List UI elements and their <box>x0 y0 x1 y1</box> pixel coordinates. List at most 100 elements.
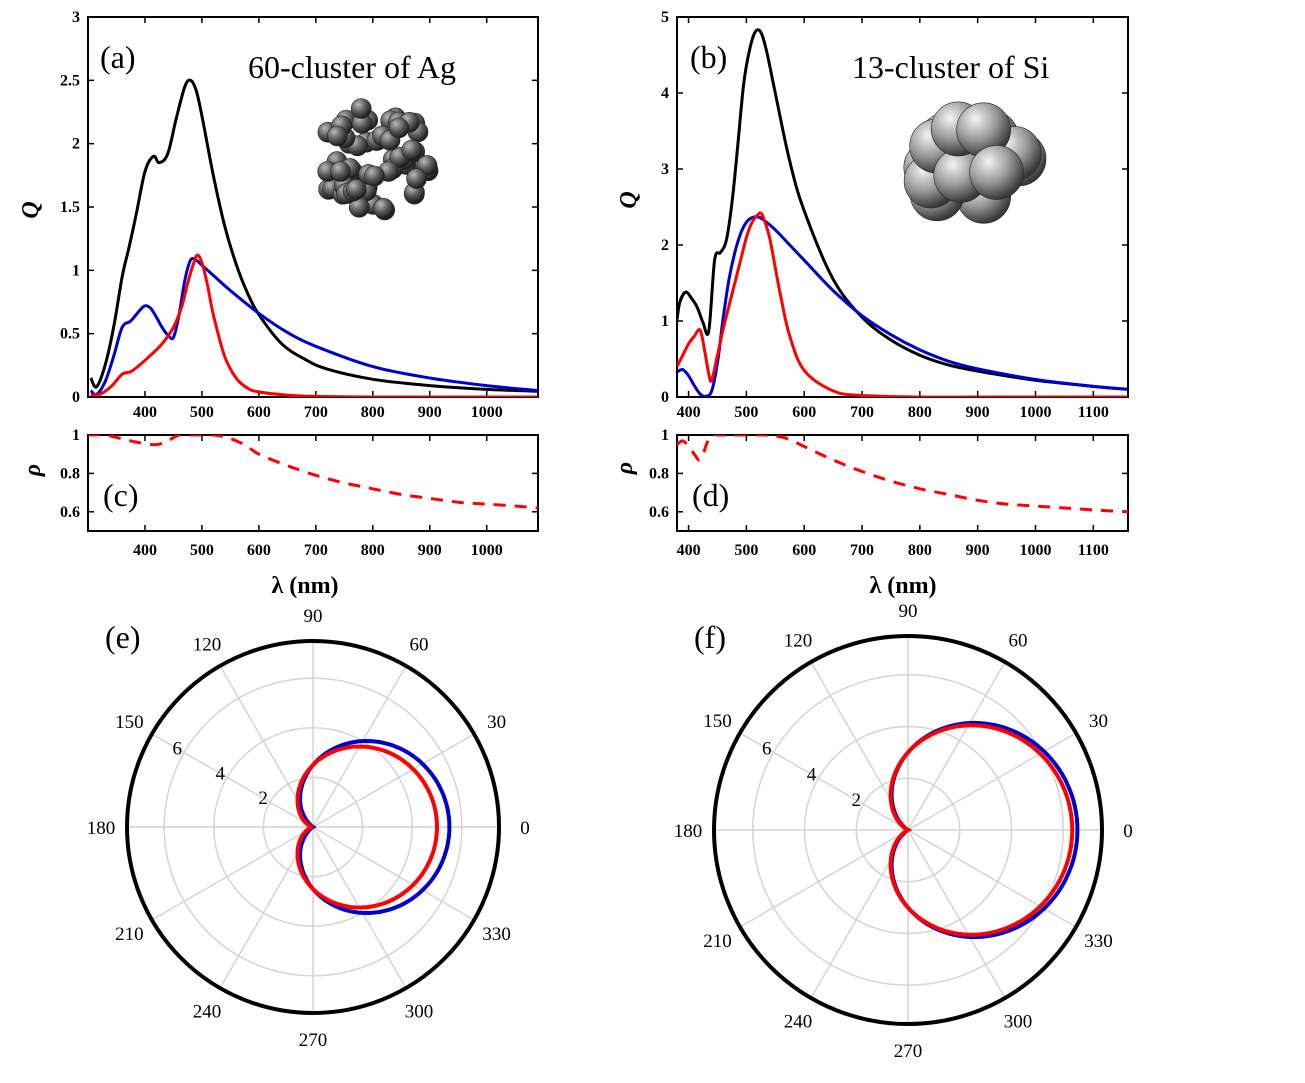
x-tick-label-b: 600 <box>792 404 816 421</box>
polar-ring <box>803 725 1013 935</box>
panel-label-e: (e) <box>105 619 141 655</box>
polar-ring <box>855 777 961 883</box>
cluster-sphere <box>350 98 372 119</box>
polar-spoke <box>312 826 475 921</box>
xlabel-c: λ (nm) <box>271 573 338 599</box>
ylabel-d: ρ <box>612 462 638 475</box>
polar-ring <box>213 727 413 927</box>
cluster-sphere <box>330 161 351 182</box>
angle-label: 0 <box>1123 821 1133 842</box>
angle-label: 300 <box>405 1002 434 1023</box>
x-tick-label-a: 900 <box>418 404 442 421</box>
cluster-sphere <box>406 168 427 189</box>
polar-outer-circle <box>125 639 501 1015</box>
polar-spoke <box>907 829 1006 999</box>
y-tick-label-a: 2.5 <box>60 72 80 89</box>
angle-label: 150 <box>703 711 732 732</box>
panel-label-c: (c) <box>103 477 139 513</box>
y-tick-label-a: 0 <box>72 389 80 406</box>
polar-spoke <box>151 733 314 828</box>
x-tick-label-a: 600 <box>247 404 271 421</box>
polar-spoke <box>312 733 475 828</box>
y-tick-label-b: 5 <box>661 9 669 26</box>
series-line-total-a <box>89 78 538 393</box>
angle-label: 330 <box>1084 931 1113 952</box>
plot-frame-d <box>676 434 1129 532</box>
angle-label: 240 <box>193 1002 222 1023</box>
polar-spoke <box>907 829 1077 928</box>
series-line-rho-d <box>677 435 1128 514</box>
x-tick-label-a: 400 <box>133 404 157 421</box>
x-tick-label-d: 900 <box>966 542 990 559</box>
series-line-blue-a <box>89 257 538 397</box>
panel-label-f: (f) <box>694 619 726 655</box>
series-line-red-b <box>677 211 1128 397</box>
y-tick-label-b: 1 <box>661 313 669 330</box>
angle-label: 0 <box>520 818 530 839</box>
y-tick-label-b: 3 <box>661 161 669 178</box>
x-tick-label-d: 800 <box>908 542 932 559</box>
panel-b: (b) 13-cluster of Si Q 400 500 600 700 800 90… <box>616 9 1129 421</box>
polar-outer-circle <box>712 634 1104 1026</box>
y-tick-label-d: 1 <box>661 427 669 444</box>
inset-cluster-13 <box>903 101 1047 224</box>
angle-label: 240 <box>784 1012 813 1033</box>
panel-label-b: (b) <box>690 39 727 75</box>
x-tick-label-d: 500 <box>734 542 758 559</box>
polar-series-red-f <box>888 723 1075 937</box>
angle-label: 330 <box>482 924 511 945</box>
y-tick-label-c: 0.8 <box>60 465 80 482</box>
ylabel-c: ρ <box>20 464 46 477</box>
y-tick-label-b: 4 <box>661 85 669 102</box>
x-tick-label-b: 700 <box>850 404 874 421</box>
x-tick-label-c: 500 <box>190 542 214 559</box>
x-tick-label-d: 600 <box>792 542 816 559</box>
polar-ring <box>752 674 1064 986</box>
y-tick-label-d: 0.8 <box>649 465 669 482</box>
angle-label: 30 <box>1089 711 1108 732</box>
y-tick-label-a: 1 <box>72 262 80 279</box>
xlabel-d: λ (nm) <box>869 573 936 599</box>
y-tick-label-d: 0.6 <box>649 504 669 521</box>
angle-label: 30 <box>487 712 506 733</box>
title-a: 60-cluster of Ag <box>248 49 456 85</box>
angle-label: 300 <box>1004 1012 1033 1033</box>
polar-spoke <box>151 826 314 921</box>
polar-ring <box>262 776 364 878</box>
cluster-sphere <box>969 145 1024 200</box>
x-tick-label-a: 1000 <box>471 404 503 421</box>
y-tick-label-c: 1 <box>72 427 80 444</box>
cluster-sphere <box>345 179 367 200</box>
x-tick-label-b: 500 <box>734 404 758 421</box>
x-tick-label-c: 700 <box>304 542 328 559</box>
x-tick-label-b: 800 <box>908 404 932 421</box>
x-tick-label-c: 900 <box>418 542 442 559</box>
angle-label: 120 <box>193 634 222 655</box>
angle-label: 90 <box>304 606 323 627</box>
series-line-total-b <box>677 28 1128 391</box>
ring-label: 4 <box>215 763 225 784</box>
ring-label: 2 <box>258 788 268 809</box>
polar-ring <box>163 677 463 977</box>
inset-cluster-60 <box>317 98 439 221</box>
ring-label: 6 <box>762 738 772 759</box>
x-tick-label-b: 400 <box>677 404 701 421</box>
ylabel-b: Q <box>616 191 642 208</box>
x-tick-label-b: 900 <box>966 404 990 421</box>
series-line-rho-c <box>88 435 538 510</box>
y-tick-label-a: 3 <box>72 9 80 26</box>
panel-d: (d) ρ λ (nm) 400 500 600 700 800 900 1000 1100 0… <box>612 427 1129 599</box>
y-tick-label-a: 1.5 <box>60 199 80 216</box>
x-tick-label-a: 700 <box>304 404 328 421</box>
y-tick-label-a: 0.5 <box>60 326 80 343</box>
angle-label: 270 <box>894 1041 923 1062</box>
title-b: 13-cluster of Si <box>852 49 1049 85</box>
x-tick-label-d: 1100 <box>1078 542 1109 559</box>
angle-label: 60 <box>1009 631 1028 652</box>
x-tick-label-c: 600 <box>247 542 271 559</box>
y-tick-label-a: 2 <box>72 136 80 153</box>
x-tick-label-c: 800 <box>361 542 385 559</box>
